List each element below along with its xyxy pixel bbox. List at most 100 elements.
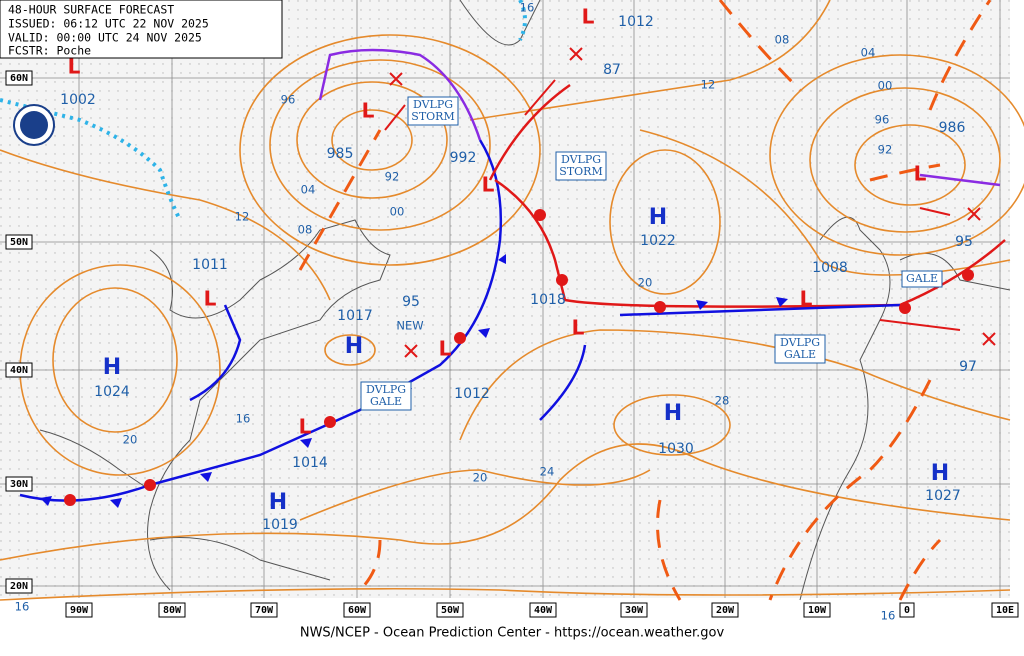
map-shape (928, 0, 992, 111)
map-shape (360, 381, 412, 411)
map-shape (0, 587, 1011, 601)
label: STORM (411, 110, 454, 123)
map-shape (318, 48, 482, 141)
label: H (664, 401, 682, 426)
label: 60W (348, 605, 367, 616)
map-shape (52, 287, 178, 433)
map-shape (324, 416, 336, 428)
map-shape (454, 332, 466, 344)
map-shape (769, 54, 1024, 256)
noaa-logo-inner (20, 111, 48, 139)
label: 40N (10, 365, 28, 376)
map-shape (459, 329, 1011, 441)
coastlines (39, 0, 1011, 601)
label: 96 (875, 113, 890, 127)
label: H (269, 490, 287, 515)
fronts (19, 48, 1006, 502)
highs: H 1024 H 1017 H 1019 H 1022 H 1030 H 1027 (94, 205, 961, 533)
map-shape (144, 479, 156, 491)
map-shape (110, 498, 122, 508)
label: 20N (10, 581, 28, 592)
label: 80W (163, 605, 182, 616)
center-labels: NEW 87 95 97 1012 (396, 62, 977, 402)
map-shape (189, 304, 242, 402)
label: GALE (370, 395, 402, 408)
map-shape (64, 494, 76, 506)
label: L (914, 162, 927, 186)
front-bulbs (64, 209, 974, 506)
map-shape (967, 207, 981, 221)
map-shape (854, 124, 966, 206)
map-shape (654, 301, 666, 313)
map-shape (718, 0, 802, 92)
map-shape (19, 139, 503, 502)
isobar-labels: 96 92 04 00 08 12 16 08 04 00 96 92 12 2… (15, 1, 896, 623)
map-shape (809, 87, 1001, 233)
label: 1012 (618, 14, 654, 30)
label: 90W (70, 605, 89, 616)
map-shape (899, 252, 1011, 291)
label: 985 (327, 146, 354, 162)
map-shape (919, 207, 951, 216)
label: 1014 (292, 455, 328, 471)
map-shape (404, 344, 418, 358)
header-line: VALID: 00:00 UTC 24 NOV 2025 (8, 31, 202, 45)
map-shape (556, 274, 568, 286)
map-shape (498, 254, 506, 264)
front-barbs (40, 254, 788, 508)
map-shape (384, 104, 406, 131)
map-shape (149, 537, 331, 581)
track-arrows (384, 79, 961, 331)
lon-labels: 90W 80W 70W 60W 50W 40W 30W 20W 10W 0 10… (65, 602, 1019, 618)
label: 1024 (94, 384, 130, 400)
map-shape (609, 149, 721, 295)
label: 95 (402, 294, 420, 310)
label: 12 (235, 210, 250, 224)
map-shape (343, 602, 371, 618)
label: 10W (808, 605, 827, 616)
map-shape (539, 344, 587, 421)
label: L (800, 287, 813, 311)
label: 00 (390, 205, 405, 219)
label: 95 (955, 234, 973, 250)
label: 24 (540, 465, 555, 479)
header-box (0, 0, 283, 59)
map-shape (776, 297, 788, 307)
map-shape (250, 602, 278, 618)
map-shape (39, 429, 151, 491)
label: H (931, 461, 949, 486)
label: L (204, 287, 217, 311)
label: 92 (878, 143, 893, 157)
label: 04 (301, 183, 316, 197)
map-shape (962, 269, 974, 281)
lat-labels: 60N 50N 40N 30N 20N (5, 70, 33, 594)
map-shape (774, 334, 826, 364)
map-shape (569, 47, 583, 61)
map-shape (299, 469, 651, 521)
map-shape (324, 334, 376, 366)
map-shape (200, 472, 212, 482)
label: 992 (450, 150, 477, 166)
map-shape (529, 602, 557, 618)
label: 20 (638, 276, 653, 290)
map-shape (991, 602, 1019, 618)
header-line: ISSUED: 06:12 UTC 22 NOV 2025 (8, 17, 209, 31)
label: 40W (534, 605, 553, 616)
label: 1011 (192, 257, 228, 273)
label: 16 (236, 412, 251, 426)
label: GALE (784, 348, 816, 361)
header-line: FCSTR: Poche (8, 44, 91, 58)
label: 0 (904, 605, 910, 616)
label: 70W (255, 605, 274, 616)
map-shape (358, 539, 382, 592)
map-shape (982, 332, 996, 346)
label: 30W (625, 605, 644, 616)
label: 08 (775, 33, 790, 47)
label: 28 (715, 394, 730, 408)
footer: NWS/NCEP - Ocean Prediction Center - htt… (300, 626, 725, 641)
label: 20 (123, 433, 138, 447)
map-shape (389, 72, 403, 86)
label: 96 (281, 93, 296, 107)
